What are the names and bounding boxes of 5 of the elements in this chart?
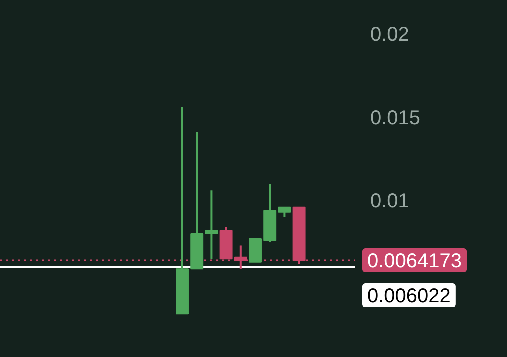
ref-line-label: 0.0064173 — [368, 250, 462, 272]
y-tick-label: 0.02 — [370, 24, 410, 46]
y-tick-label: 0.01 — [370, 190, 410, 213]
ref-line-label: 0.006022 — [368, 285, 451, 308]
y-tick-label: 0.015 — [370, 107, 421, 130]
